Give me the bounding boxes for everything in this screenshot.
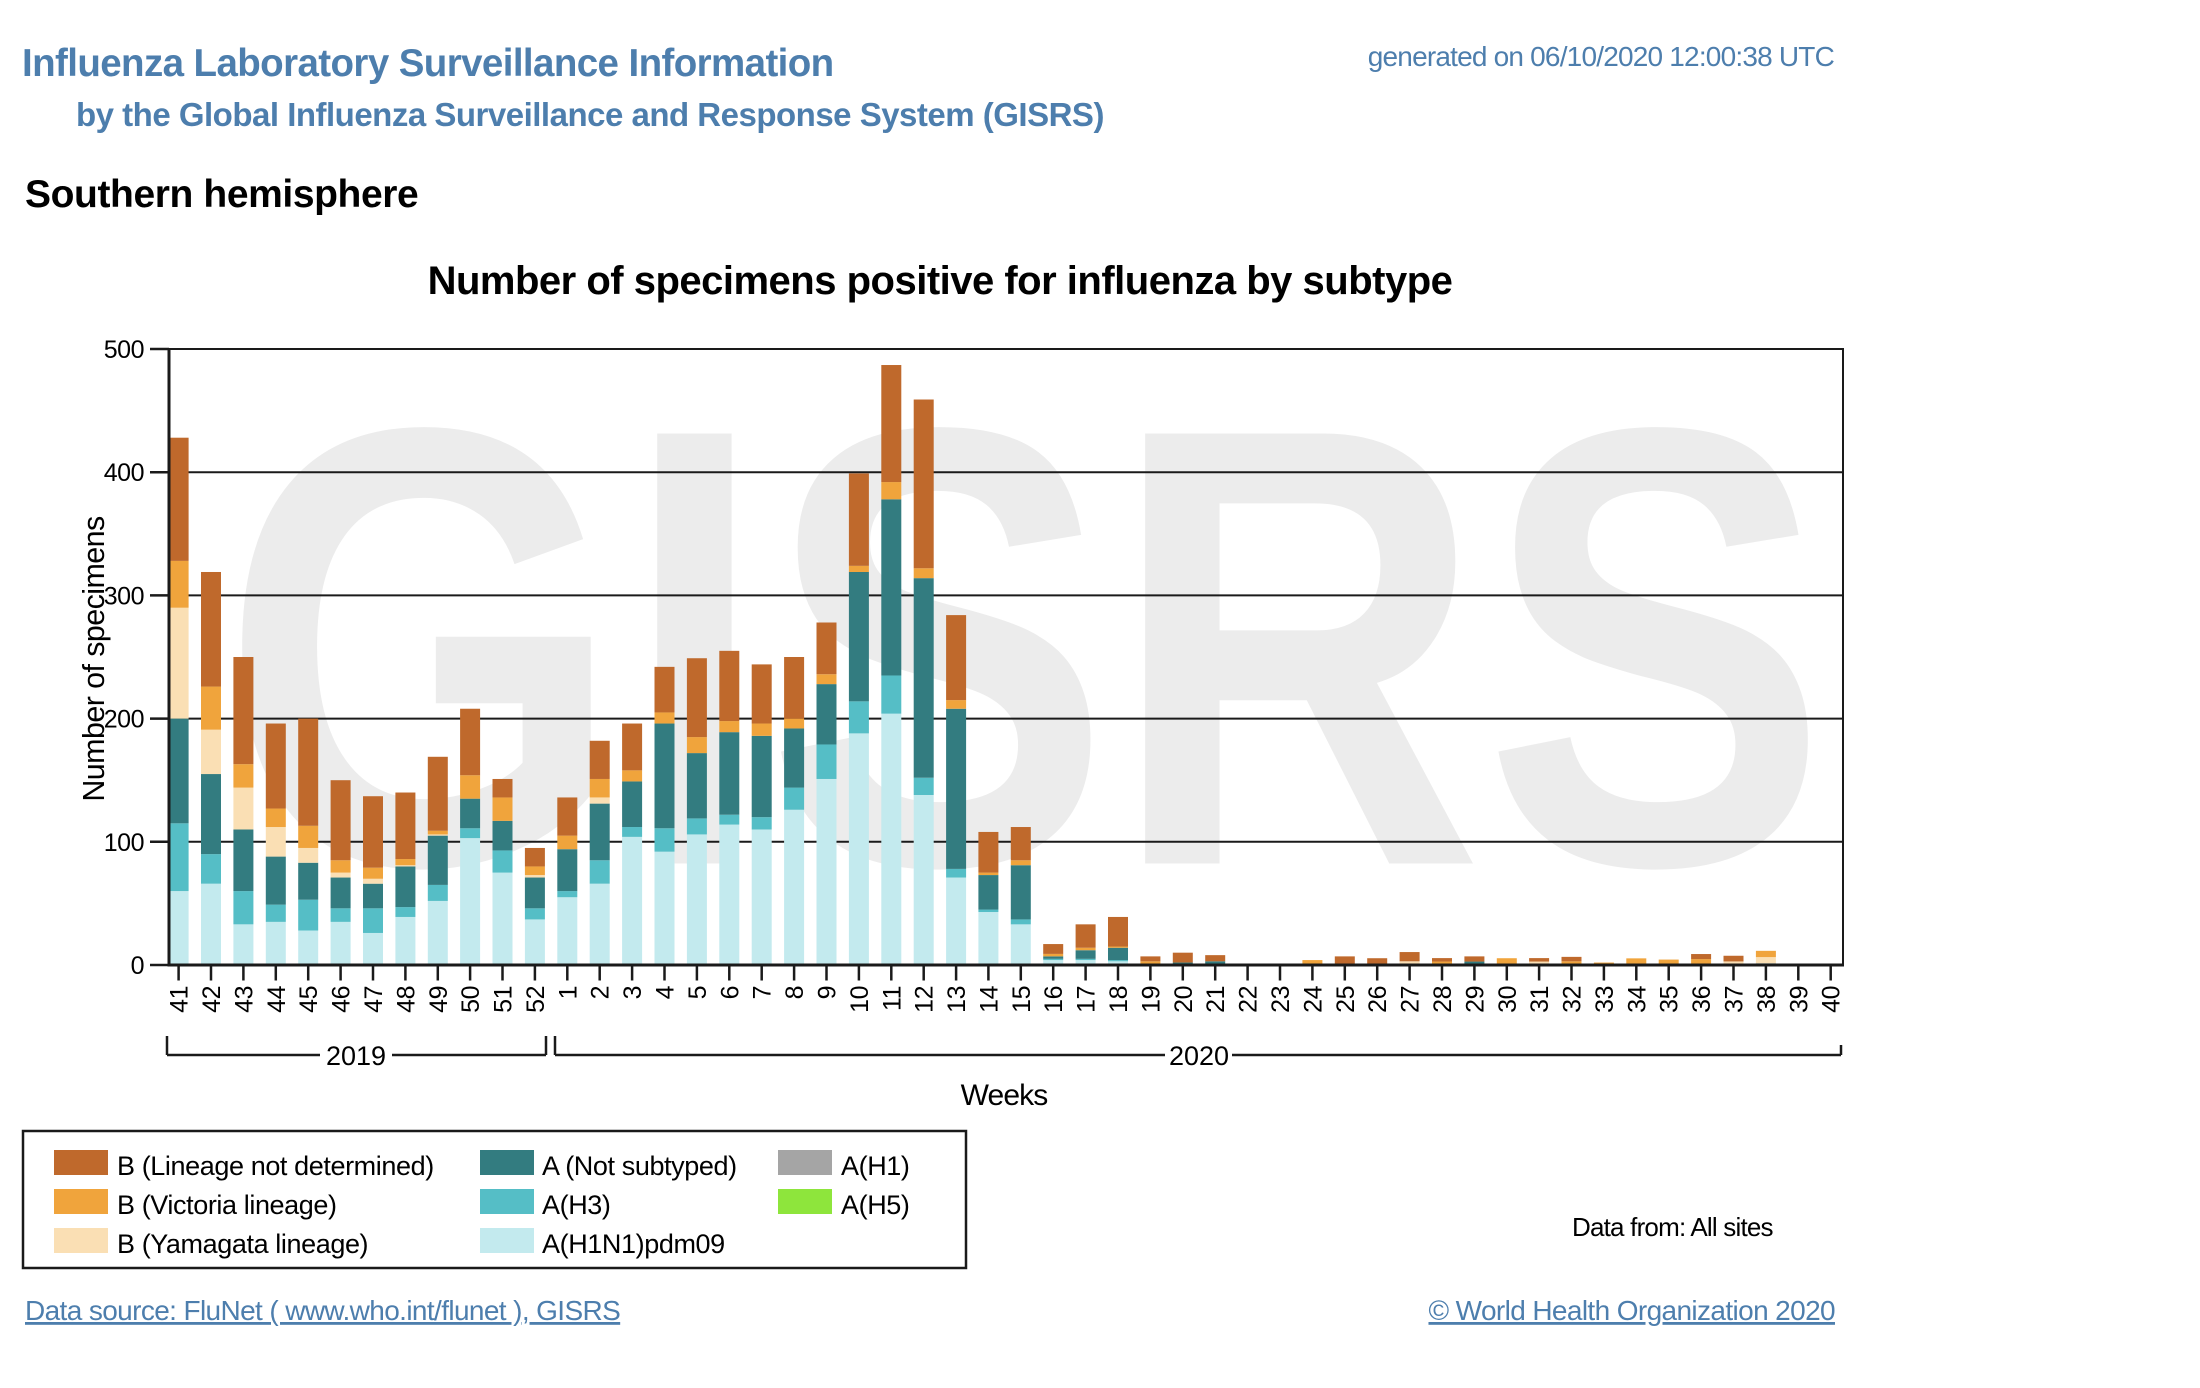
svg-text:29: 29 bbox=[1461, 986, 1489, 1013]
svg-text:2019: 2019 bbox=[326, 1041, 386, 1071]
svg-text:32: 32 bbox=[1559, 986, 1587, 1013]
svg-text:42: 42 bbox=[198, 986, 226, 1013]
svg-text:35: 35 bbox=[1656, 986, 1684, 1013]
svg-text:7: 7 bbox=[749, 986, 777, 999]
svg-text:Number of specimens positive f: Number of specimens positive for influen… bbox=[428, 259, 1453, 303]
svg-text:45: 45 bbox=[295, 986, 323, 1013]
svg-text:30: 30 bbox=[1494, 986, 1522, 1013]
svg-text:B (Victoria lineage): B (Victoria lineage) bbox=[117, 1190, 337, 1220]
svg-text:2: 2 bbox=[587, 986, 615, 999]
svg-text:17: 17 bbox=[1073, 986, 1101, 1013]
svg-text:50: 50 bbox=[457, 986, 485, 1013]
svg-text:6: 6 bbox=[716, 986, 744, 999]
svg-text:8: 8 bbox=[781, 986, 809, 999]
svg-text:Weeks: Weeks bbox=[961, 1079, 1048, 1112]
svg-text:400: 400 bbox=[104, 459, 144, 487]
svg-text:B (Yamagata lineage): B (Yamagata lineage) bbox=[117, 1229, 368, 1259]
svg-text:16: 16 bbox=[1040, 986, 1068, 1013]
svg-text:25: 25 bbox=[1332, 986, 1360, 1013]
svg-text:A(H1): A(H1) bbox=[841, 1151, 910, 1181]
svg-text:22: 22 bbox=[1235, 986, 1263, 1013]
svg-text:200: 200 bbox=[104, 706, 144, 734]
svg-text:41: 41 bbox=[166, 986, 194, 1013]
svg-text:12: 12 bbox=[911, 986, 939, 1013]
svg-text:21: 21 bbox=[1202, 986, 1230, 1013]
svg-text:1: 1 bbox=[554, 986, 582, 999]
svg-text:5: 5 bbox=[684, 986, 712, 999]
svg-text:18: 18 bbox=[1105, 986, 1133, 1013]
svg-text:19: 19 bbox=[1137, 986, 1165, 1013]
svg-text:48: 48 bbox=[392, 986, 420, 1013]
svg-text:0: 0 bbox=[131, 952, 144, 980]
svg-text:A(H3): A(H3) bbox=[542, 1190, 611, 1220]
svg-text:4: 4 bbox=[652, 985, 680, 999]
svg-text:11: 11 bbox=[878, 986, 906, 1011]
svg-text:Data source: FluNet ( www.who.: Data source: FluNet ( www.who.int/flunet… bbox=[25, 1295, 620, 1326]
svg-text:10: 10 bbox=[846, 986, 874, 1013]
svg-text:38: 38 bbox=[1753, 986, 1781, 1013]
svg-text:300: 300 bbox=[104, 582, 144, 610]
svg-text:51: 51 bbox=[490, 986, 518, 1013]
svg-text:27: 27 bbox=[1397, 986, 1425, 1013]
svg-text:40: 40 bbox=[1818, 986, 1846, 1013]
svg-text:A (Not subtyped): A (Not subtyped) bbox=[542, 1151, 737, 1181]
svg-text:by the Global Influenza Survei: by the Global Influenza Surveillance and… bbox=[76, 96, 1104, 133]
svg-text:Influenza Laboratory Surveilla: Influenza Laboratory Surveillance Inform… bbox=[22, 42, 834, 85]
svg-text:3: 3 bbox=[619, 986, 647, 999]
svg-text:34: 34 bbox=[1623, 985, 1651, 1012]
svg-text:49: 49 bbox=[425, 986, 453, 1013]
svg-text:2020: 2020 bbox=[1169, 1041, 1229, 1071]
svg-text:39: 39 bbox=[1785, 986, 1813, 1013]
svg-text:36: 36 bbox=[1688, 986, 1716, 1013]
svg-text:26: 26 bbox=[1364, 986, 1392, 1013]
svg-text:28: 28 bbox=[1429, 986, 1457, 1013]
svg-text:47: 47 bbox=[360, 986, 388, 1013]
svg-text:24: 24 bbox=[1299, 985, 1327, 1012]
svg-text:9: 9 bbox=[814, 986, 842, 999]
svg-text:20: 20 bbox=[1170, 986, 1198, 1013]
svg-text:Number of specimens: Number of specimens bbox=[77, 516, 111, 802]
svg-text:Southern hemisphere: Southern hemisphere bbox=[25, 173, 418, 216]
svg-text:52: 52 bbox=[522, 986, 550, 1013]
svg-text:A(H1N1)pdm09: A(H1N1)pdm09 bbox=[542, 1229, 725, 1259]
svg-text:© World Health Organization 20: © World Health Organization 2020 bbox=[1428, 1295, 1835, 1326]
svg-text:500: 500 bbox=[104, 336, 144, 364]
svg-text:43: 43 bbox=[230, 986, 258, 1013]
svg-text:23: 23 bbox=[1267, 986, 1295, 1013]
svg-text:A(H5): A(H5) bbox=[841, 1190, 910, 1220]
svg-text:B (Lineage not determined): B (Lineage not determined) bbox=[117, 1151, 434, 1181]
svg-text:44: 44 bbox=[263, 985, 291, 1012]
svg-text:13: 13 bbox=[943, 986, 971, 1013]
svg-text:15: 15 bbox=[1008, 986, 1036, 1013]
svg-text:37: 37 bbox=[1721, 986, 1749, 1013]
svg-text:generated on 06/10/2020 12:00:: generated on 06/10/2020 12:00:38 UTC bbox=[1368, 41, 1835, 72]
svg-text:33: 33 bbox=[1591, 986, 1619, 1013]
svg-text:46: 46 bbox=[328, 986, 356, 1013]
svg-text:14: 14 bbox=[975, 985, 1003, 1012]
svg-text:100: 100 bbox=[104, 829, 144, 857]
svg-text:31: 31 bbox=[1526, 986, 1554, 1013]
svg-text:Data from: All sites: Data from: All sites bbox=[1572, 1212, 1774, 1242]
